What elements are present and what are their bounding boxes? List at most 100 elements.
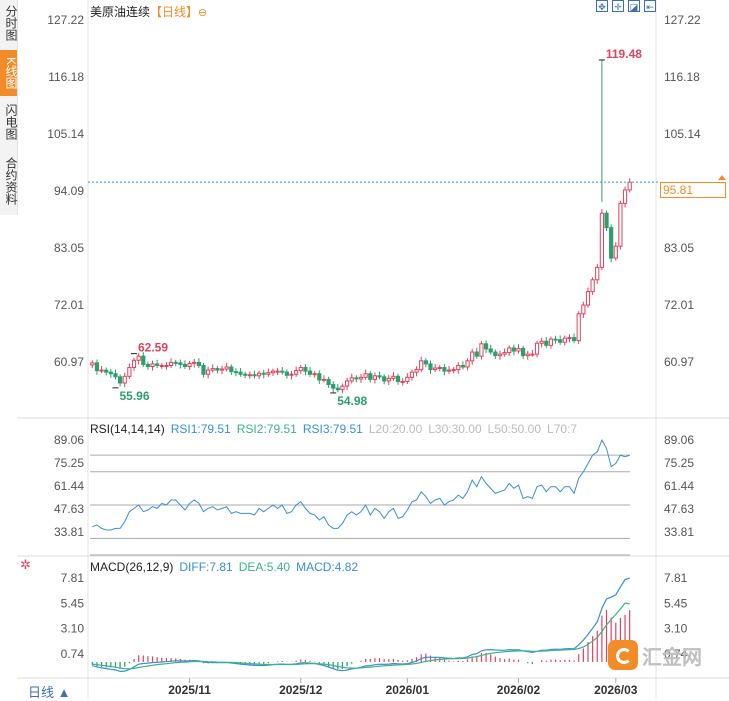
candle-body <box>261 372 266 375</box>
x-tick-label: 2026/03 <box>594 683 638 697</box>
price-tick-right: 72.01 <box>664 298 694 312</box>
candle-body <box>164 364 169 367</box>
macd-tick-left: 0.74 <box>61 647 85 661</box>
candle-body <box>150 363 155 367</box>
candle-body <box>219 368 225 371</box>
compare-icon[interactable]: ◪ <box>628 0 640 12</box>
settings-icon[interactable]: ✲ <box>20 557 31 572</box>
candle-body <box>400 380 405 383</box>
rsi-tick-left: 33.81 <box>54 525 84 539</box>
period-select-button[interactable]: 日线 ▲ <box>28 685 71 700</box>
candle-body <box>428 363 433 371</box>
zoom-out-icon[interactable]: ⊖ <box>198 7 208 19</box>
candle-body <box>321 378 327 381</box>
candle-body <box>599 212 604 268</box>
l50-value: L50:50.00 <box>487 422 542 436</box>
candle-body <box>145 363 151 367</box>
candle-body <box>539 340 544 344</box>
price-tick-right: 83.05 <box>664 241 694 255</box>
diff-value: DIFF:7.81 <box>179 560 233 574</box>
candle-body <box>433 367 438 371</box>
candle-body <box>266 372 271 375</box>
l70-value: L70:7 <box>547 422 578 436</box>
candle-body <box>544 340 549 346</box>
candle-body <box>206 369 211 375</box>
macd-diff-line <box>92 577 630 673</box>
candle-body <box>141 355 146 365</box>
annotation-label: 55.96 <box>119 389 149 403</box>
candle-body <box>294 370 299 375</box>
rsi-name: RSI(14,14,14) <box>90 422 165 436</box>
candle-body <box>363 373 368 378</box>
rsi-tick-left: 89.06 <box>54 433 84 447</box>
candle-body <box>108 371 113 375</box>
candle-body <box>419 360 424 371</box>
tab-contract-info[interactable]: 合约资料 <box>4 157 18 205</box>
candle-body <box>548 338 554 346</box>
candle-body <box>581 304 586 315</box>
rsi1-value: RSI1:79.51 <box>170 422 231 436</box>
candle-body <box>372 375 377 380</box>
candle-body <box>562 337 567 343</box>
candle-body <box>187 362 192 367</box>
rsi3-value: RSI3:79.51 <box>302 422 363 436</box>
rsi-tick-right: 75.25 <box>664 456 694 470</box>
candle-body <box>382 376 387 382</box>
rsi-tick-right: 33.81 <box>664 525 694 539</box>
tab-fenshi[interactable]: 分时图 <box>4 5 18 41</box>
candle-body <box>627 181 632 191</box>
candle-body <box>113 373 118 378</box>
candle-body <box>340 385 345 391</box>
candle-body <box>558 339 563 343</box>
candle-body <box>159 364 164 367</box>
candle-body <box>604 212 609 229</box>
x-tick-label: 2026/01 <box>386 683 430 697</box>
candle-body <box>178 362 183 365</box>
rsi-tick-left: 47.63 <box>54 502 84 516</box>
candle-body <box>284 371 289 376</box>
candle-body <box>256 372 262 377</box>
rsi-tick-right: 47.63 <box>664 502 694 516</box>
candle-body <box>243 373 248 376</box>
candle-body <box>210 368 215 371</box>
candle-body <box>622 189 628 204</box>
last-price-arrow-icon <box>718 175 726 181</box>
annotation-label: 54.98 <box>337 394 367 408</box>
candle-body <box>507 347 512 354</box>
macd-value: MACD:4.82 <box>296 560 359 574</box>
candle-body <box>298 367 303 372</box>
macd-tick-right: 5.45 <box>664 596 688 610</box>
macd-tick-left: 3.10 <box>61 622 85 636</box>
macd-label: MACD(26,12,9) DIFF:7.81 DEA:5.40 MACD:4.82 <box>90 560 364 574</box>
candle-body <box>155 363 160 366</box>
candle-body <box>270 370 276 374</box>
candle-body <box>479 343 484 357</box>
crosshair-icon[interactable]: ✛ <box>612 0 624 12</box>
rsi-label: RSI(14,14,14) RSI1:79.51 RSI2:79.51 RSI3:79… <box>90 422 583 436</box>
candle-body <box>354 377 359 380</box>
fullscreen-icon[interactable]: ✥ <box>596 0 608 12</box>
price-tick-left: 72.01 <box>54 298 84 312</box>
tab-lightning[interactable]: 闪电图 <box>4 104 18 140</box>
candle-body <box>553 338 558 341</box>
candle-body <box>345 380 350 387</box>
candle-body <box>104 369 109 373</box>
macd-name: MACD(26,12,9) <box>90 560 174 574</box>
back-icon[interactable]: ⇤ <box>644 0 656 12</box>
annotation-label: 119.48 <box>606 47 642 61</box>
candle-body <box>446 369 452 372</box>
tab-kline[interactable]: K线图 <box>0 50 18 96</box>
candle-body <box>493 351 498 357</box>
candle-body <box>590 279 595 293</box>
candle-body <box>122 375 127 384</box>
candle-body <box>275 370 280 373</box>
period-label[interactable]: 【日线】 <box>150 5 199 19</box>
candle-body <box>192 361 197 364</box>
toolbar: ✥ ✛ ◪ ⇤ <box>596 0 656 16</box>
rsi-tick-left: 61.44 <box>54 479 84 493</box>
candle-body <box>391 375 396 379</box>
candle-body <box>94 362 100 372</box>
watermark-text: 汇金网 <box>642 646 702 669</box>
candle-body <box>303 367 308 372</box>
